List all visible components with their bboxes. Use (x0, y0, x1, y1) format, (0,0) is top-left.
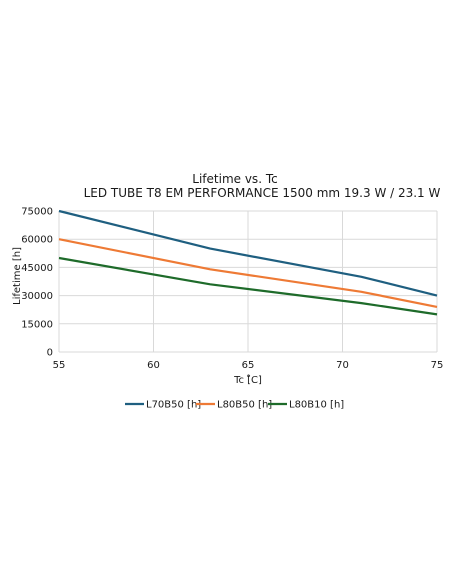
x-tick-label: 55 (53, 360, 66, 371)
y-axis-ticks: 0 15000 30000 45000 60000 75000 (21, 207, 53, 359)
y-tick-label: 0 (47, 348, 53, 359)
y-tick-label: 30000 (21, 291, 53, 302)
series-line-1 (58, 209, 438, 297)
chart-subtitle: LED TUBE T8 EM PERFORMANCE 1500 mm 19.3 … (84, 186, 441, 200)
x-tick-label: 70 (336, 360, 349, 371)
legend: L70B50 [h] L80B50 [h] L80B10 [h] (125, 400, 344, 411)
y-axis-label: Lifetime [h] (12, 247, 23, 305)
legend-label: L80B10 [h] (289, 400, 344, 411)
x-axis-ticks: 55 60 65 70 75 (53, 360, 444, 371)
y-tick-label: 45000 (21, 263, 53, 274)
series-line-3 (58, 256, 438, 316)
series (58, 209, 438, 316)
series-line-2 (58, 238, 438, 308)
y-tick-label: 15000 (21, 319, 53, 330)
chart-title: Lifetime vs. Tc (192, 172, 277, 186)
legend-label: L70B50 [h] (146, 400, 201, 411)
y-tick-label: 75000 (21, 207, 53, 218)
legend-label: L80B50 [h] (217, 400, 272, 411)
x-axis-label: Tc [̊C] (233, 374, 262, 386)
x-tick-label: 65 (242, 360, 255, 371)
x-tick-label: 75 (431, 360, 444, 371)
x-tick-label: 60 (147, 360, 160, 371)
grid (58, 210, 438, 353)
y-tick-label: 60000 (21, 235, 53, 246)
